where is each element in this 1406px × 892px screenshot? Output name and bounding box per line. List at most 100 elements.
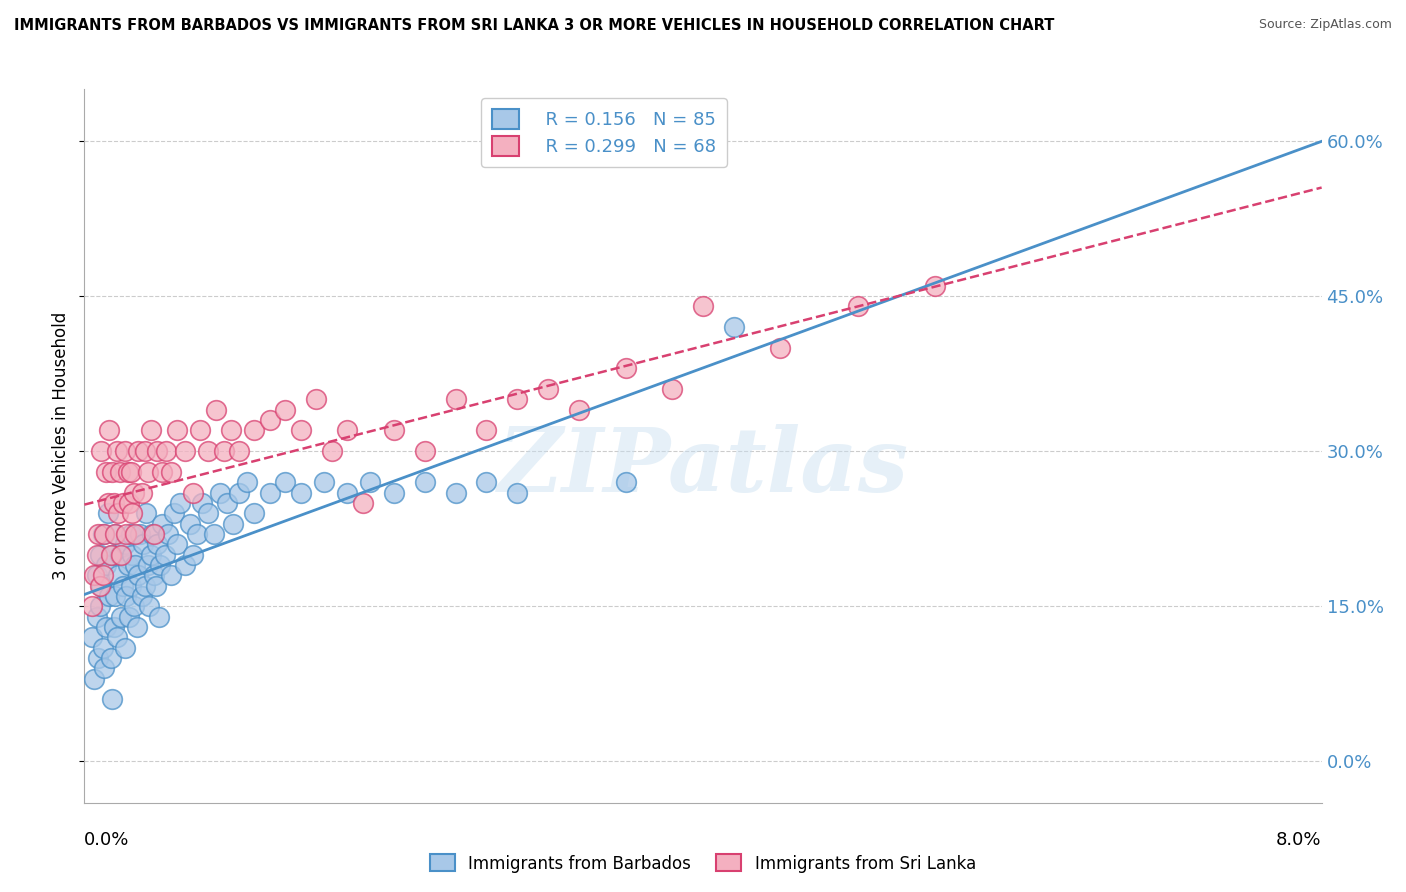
Text: 0.0%: 0.0% [84, 831, 129, 849]
Point [188, 424, 212, 438]
Point [125, 620, 148, 634]
Point [134, 579, 156, 593]
Point [118, 609, 141, 624]
Point [120, 465, 142, 479]
Point [150, 516, 173, 531]
Point [413, 444, 436, 458]
Point [143, 527, 166, 541]
Point [148, 609, 170, 624]
Point [139, 548, 162, 562]
Point [506, 392, 529, 407]
Point [243, 424, 266, 438]
Point [181, 485, 204, 500]
Point [118, 496, 141, 510]
Point [100, 548, 122, 562]
Point [94, 620, 117, 634]
Point [103, 496, 125, 510]
Point [108, 548, 131, 562]
Point [336, 485, 359, 500]
Point [90, 579, 112, 593]
Point [290, 485, 312, 500]
Point [94, 558, 117, 572]
Point [160, 465, 183, 479]
Point [537, 382, 560, 396]
Point [128, 568, 150, 582]
Point [215, 496, 238, 510]
Point [475, 475, 498, 490]
Point [93, 527, 115, 541]
Point [115, 527, 138, 541]
Text: ZIPatlas: ZIPatlas [498, 425, 908, 510]
Point [105, 630, 128, 644]
Text: IMMIGRANTS FROM BARBADOS VS IMMIGRANTS FROM SRI LANKA 3 OR MORE VEHICLES IN HOUS: IMMIGRANTS FROM BARBADOS VS IMMIGRANTS F… [14, 18, 1054, 33]
Point [110, 609, 132, 624]
Point [82, 630, 104, 644]
Point [197, 444, 219, 458]
Point [96, 506, 120, 520]
Point [82, 599, 104, 614]
Point [104, 589, 127, 603]
Point [108, 465, 131, 479]
Point [91, 568, 114, 582]
Point [91, 527, 114, 541]
Point [360, 475, 382, 490]
Point [163, 506, 186, 520]
Point [103, 620, 125, 634]
Point [141, 527, 163, 541]
Point [243, 506, 266, 520]
Point [846, 299, 869, 313]
Point [122, 485, 145, 500]
Point [91, 640, 114, 655]
Point [197, 506, 219, 520]
Point [166, 424, 188, 438]
Point [131, 589, 153, 603]
Point [124, 527, 146, 541]
Point [115, 589, 138, 603]
Point [100, 651, 122, 665]
Point [228, 485, 250, 500]
Point [138, 599, 160, 614]
Point [181, 548, 204, 562]
Point [413, 475, 436, 490]
Point [444, 485, 467, 500]
Point [101, 692, 124, 706]
Point [692, 299, 714, 313]
Point [86, 568, 108, 582]
Point [110, 548, 132, 562]
Point [166, 537, 188, 551]
Point [661, 382, 683, 396]
Point [104, 527, 127, 541]
Point [83, 568, 105, 582]
Point [135, 506, 157, 520]
Point [228, 444, 250, 458]
Point [336, 424, 359, 438]
Point [259, 413, 281, 427]
Point [83, 672, 105, 686]
Point [112, 496, 135, 510]
Point [136, 558, 159, 572]
Point [128, 444, 150, 458]
Point [314, 475, 336, 490]
Point [259, 485, 281, 500]
Point [114, 537, 136, 551]
Point [179, 516, 201, 531]
Point [290, 424, 312, 438]
Point [174, 558, 197, 572]
Point [87, 651, 110, 665]
Point [444, 392, 467, 407]
Point [124, 558, 146, 572]
Point [98, 589, 121, 603]
Point [209, 485, 232, 500]
Point [89, 548, 111, 562]
Point [101, 548, 124, 562]
Point [155, 444, 177, 458]
Point [156, 527, 179, 541]
Point [105, 444, 128, 458]
Point [89, 579, 111, 593]
Point [114, 640, 136, 655]
Point [160, 568, 183, 582]
Point [131, 485, 153, 500]
Point [139, 424, 162, 438]
Point [136, 465, 159, 479]
Point [150, 465, 173, 479]
